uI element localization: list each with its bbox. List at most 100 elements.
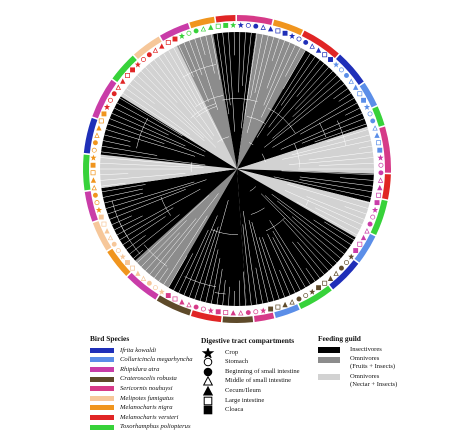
- species-legend-item: Colluricincla megarhyncha: [90, 355, 250, 365]
- compartment-marker: [101, 111, 107, 117]
- compartment-marker: [327, 275, 334, 281]
- branch-line: [129, 214, 180, 255]
- species-label: Rhipidura atra: [120, 365, 160, 373]
- node-arc: [261, 153, 266, 163]
- branch-line: [305, 268, 316, 282]
- compartment-marker: [322, 52, 328, 58]
- branch-line: [338, 92, 352, 102]
- species-legend-item: Ifrita kowaldi: [90, 346, 250, 356]
- branch-line: [194, 226, 219, 300]
- species-label: Sericornis nouhuysi: [120, 384, 173, 392]
- compartment-marker: [372, 125, 378, 131]
- branch-line: [228, 286, 230, 306]
- compartment-marker: [348, 78, 354, 84]
- branch-line: [242, 211, 258, 305]
- branch-line: [116, 102, 206, 152]
- branch-line: [299, 179, 373, 193]
- compartment-marker: [377, 177, 384, 183]
- guild-sector: [101, 169, 237, 261]
- node-arc: [319, 122, 327, 138]
- branch-line: [358, 145, 373, 149]
- compartment-marker: [363, 103, 371, 110]
- species-band-segment: [254, 312, 275, 322]
- species-band-segment: [189, 16, 215, 29]
- compartment-marker: [245, 310, 251, 316]
- compartment-marker: [96, 125, 102, 131]
- branch-line: [178, 44, 194, 77]
- compartment-marker: [115, 84, 121, 90]
- branch-line: [189, 228, 215, 298]
- guild-sector: [237, 126, 374, 174]
- branch-line: [205, 35, 215, 74]
- branch-line: [183, 215, 218, 296]
- compartment-marker: [282, 30, 288, 36]
- species-color-swatch: [90, 424, 114, 430]
- compartment-marker: [111, 91, 117, 97]
- species-band-segment: [298, 285, 332, 310]
- compartment-marker: [223, 22, 229, 28]
- branch-line: [102, 188, 143, 198]
- branch-line: [295, 70, 334, 110]
- branch-line: [114, 215, 143, 231]
- branch-line: [107, 179, 207, 215]
- species-legend-item: Melanocharis nigra: [90, 403, 250, 413]
- branch-line: [258, 237, 280, 300]
- compartment-marker: [309, 43, 315, 49]
- guild-color-swatch: [318, 347, 340, 354]
- compartment-legend-item: Beginning of small intestine: [201, 367, 319, 377]
- filled-circle-icon: [201, 367, 215, 377]
- branch-line: [308, 151, 373, 161]
- compartment-marker: [193, 304, 199, 310]
- compartment-label: Crop: [225, 348, 239, 356]
- species-legend-item: Crateroscelis robusta: [90, 374, 250, 384]
- compartment-marker: [322, 280, 328, 286]
- feeding-legend-item: Insectivores: [318, 346, 448, 354]
- compartment-marker: [146, 280, 152, 286]
- branch-line: [264, 195, 338, 263]
- branch-line: [140, 220, 187, 268]
- species-band-segment: [379, 126, 392, 173]
- compartment-marker: [377, 147, 383, 153]
- compartment-marker: [91, 147, 97, 153]
- species-color-swatch: [90, 395, 114, 401]
- branch-line: [116, 188, 201, 236]
- compartment-marker: [223, 310, 229, 316]
- compartment-marker: [333, 270, 339, 276]
- species-band-segment: [370, 199, 388, 236]
- branch-line: [168, 255, 188, 288]
- compartment-marker: [230, 22, 237, 29]
- guild-label: Insectivores: [350, 345, 382, 353]
- compartment-marker: [353, 248, 359, 254]
- species-color-swatch: [90, 347, 114, 353]
- compartment-marker: [130, 265, 135, 271]
- compartment-marker: [260, 24, 266, 30]
- branch-line: [243, 271, 246, 306]
- compartment-marker: [165, 40, 171, 45]
- node-arc: [182, 64, 216, 78]
- filled-square-icon: [201, 405, 215, 415]
- branch-line: [163, 215, 208, 285]
- species-legend-item: Melanocharis versteri: [90, 413, 250, 423]
- open-circle-icon: [201, 357, 215, 367]
- node-arc: [250, 207, 265, 215]
- compartment-marker: [152, 285, 158, 291]
- branch-line: [269, 220, 311, 285]
- species-legend-item: Toxorhamphus poliopterus: [90, 422, 250, 432]
- branch-line: [268, 59, 321, 128]
- branch-line: [288, 157, 374, 165]
- species-label: Melanocharis versteri: [120, 413, 179, 421]
- node-arc: [160, 196, 171, 216]
- compartment-marker: [186, 30, 192, 36]
- branch-line: [102, 140, 131, 147]
- compartment-marker: [193, 28, 199, 34]
- filled-triangle-icon: [201, 385, 215, 396]
- compartment-marker: [135, 270, 141, 276]
- compartment-marker: [119, 253, 126, 260]
- branch-line: [248, 220, 269, 303]
- branch-line: [211, 34, 221, 80]
- branch-line: [272, 237, 301, 291]
- species-band-segment: [354, 233, 376, 263]
- branch-line: [111, 215, 132, 225]
- compartment-marker: [267, 26, 274, 32]
- compartment-marker: [92, 192, 98, 198]
